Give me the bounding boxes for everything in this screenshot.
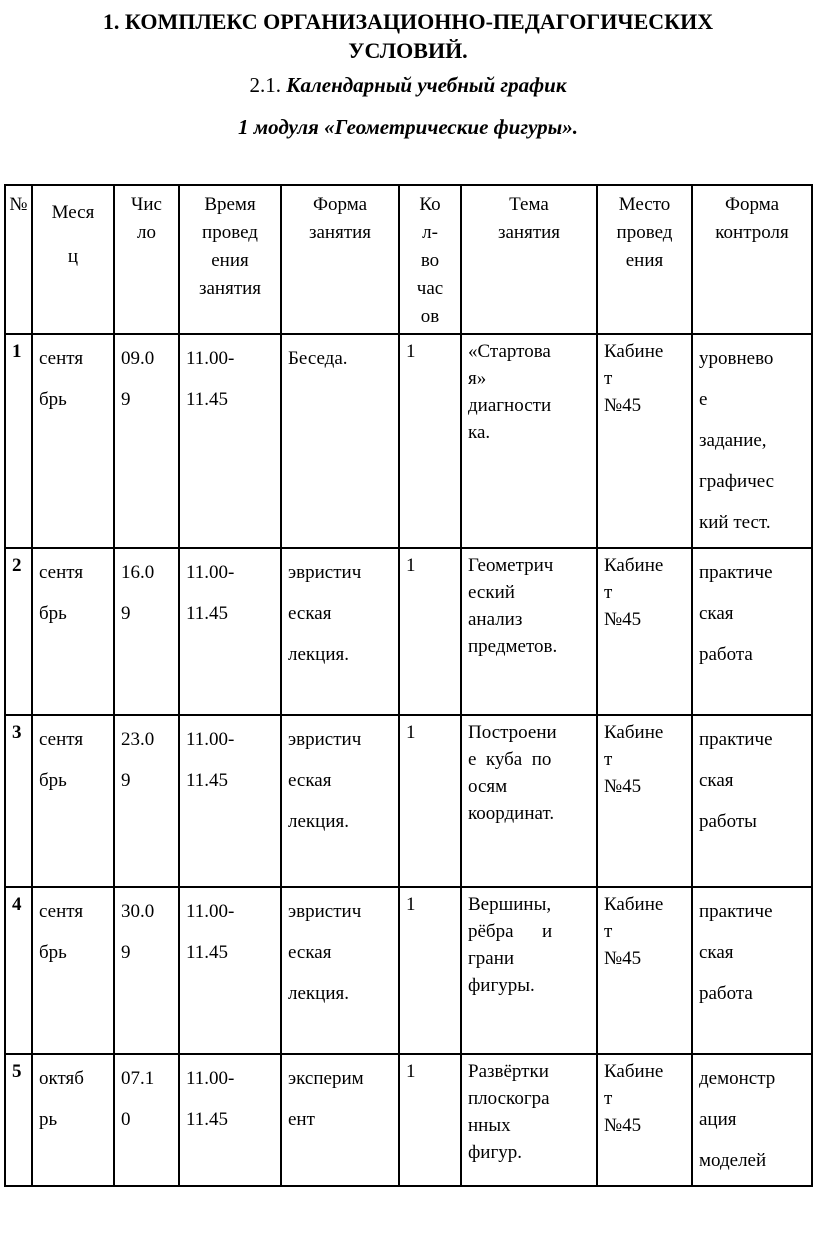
- cell-time: 11.00- 11.45: [178, 333, 282, 549]
- cell-control-form: уровнево е задание, графичес кий тест.: [691, 333, 813, 549]
- cell-lesson-form: Беседа.: [280, 333, 400, 549]
- table-row: 4 сентя брь 30.0 9 11.00- 11.45 эвристич…: [4, 886, 813, 1055]
- cell-topic: Вершины, рёбра и грани фигуры.: [460, 886, 598, 1055]
- cell-control-form: практиче ская работа: [691, 886, 813, 1055]
- cell-date: 23.0 9: [113, 714, 180, 888]
- cell-lesson-form: эвристич еская лекция.: [280, 886, 400, 1055]
- table-row: 5 октяб рь 07.1 0 11.00- 11.45 эксперим …: [4, 1053, 813, 1187]
- cell-control-form: практиче ская работы: [691, 714, 813, 888]
- header-time: Время провед ения занятия: [178, 184, 282, 335]
- header-date: Чис ло: [113, 184, 180, 335]
- schedule-table: № Меся ц Чис ло Время провед ения заняти…: [4, 184, 813, 1187]
- cell-control-form: демонстр ация моделей: [691, 1053, 813, 1187]
- cell-time: 11.00- 11.45: [178, 714, 282, 888]
- cell-hours: 1: [398, 333, 462, 549]
- section-subtitle: 2.1. Календарный учебный график: [0, 72, 816, 98]
- cell-topic: Геометрич еский анализ предметов.: [460, 547, 598, 716]
- section-number: 2.1.: [249, 73, 287, 97]
- module-subtitle: 1 модуля «Геометрические фигуры».: [238, 115, 578, 139]
- header-topic: Тема занятия: [460, 184, 598, 335]
- cell-row-number: 4: [4, 886, 33, 1055]
- cell-hours: 1: [398, 714, 462, 888]
- cell-topic: Построени е куба по осям координат.: [460, 714, 598, 888]
- cell-month: сентя брь: [31, 886, 115, 1055]
- cell-hours: 1: [398, 1053, 462, 1187]
- section-title-text: Календарный учебный график: [286, 73, 567, 97]
- cell-topic: «Стартова я» диагности ка.: [460, 333, 598, 549]
- cell-lesson-form: эвристич еская лекция.: [280, 547, 400, 716]
- cell-row-number: 1: [4, 333, 33, 549]
- cell-hours: 1: [398, 547, 462, 716]
- header-venue: Место провед ения: [596, 184, 693, 335]
- cell-date: 16.0 9: [113, 547, 180, 716]
- table-row: 3 сентя брь 23.0 9 11.00- 11.45 эвристич…: [4, 714, 813, 888]
- header-number: №: [4, 184, 33, 335]
- header-control-form: Форма контроля: [691, 184, 813, 335]
- cell-row-number: 5: [4, 1053, 33, 1187]
- cell-venue: Кабине т №45: [596, 886, 693, 1055]
- cell-control-form: практиче ская работа: [691, 547, 813, 716]
- cell-venue: Кабине т №45: [596, 547, 693, 716]
- page-title: 1. КОМПЛЕКС ОРГАНИЗАЦИОННО-ПЕДАГОГИЧЕСКИ…: [102, 9, 714, 63]
- cell-topic: Развёртки плоскогра нных фигур.: [460, 1053, 598, 1187]
- table-row: 1 сентя брь 09.0 9 11.00- 11.45 Беседа. …: [4, 333, 813, 549]
- cell-venue: Кабине т №45: [596, 714, 693, 888]
- cell-month: октяб рь: [31, 1053, 115, 1187]
- document-header: 1. КОМПЛЕКС ОРГАНИЗАЦИОННО-ПЕДАГОГИЧЕСКИ…: [0, 0, 816, 140]
- table-row: 2 сентя брь 16.0 9 11.00- 11.45 эвристич…: [4, 547, 813, 716]
- cell-row-number: 2: [4, 547, 33, 716]
- cell-time: 11.00- 11.45: [178, 886, 282, 1055]
- header-lesson-form: Форма занятия: [280, 184, 400, 335]
- cell-venue: Кабине т №45: [596, 333, 693, 549]
- cell-date: 30.0 9: [113, 886, 180, 1055]
- cell-time: 11.00- 11.45: [178, 547, 282, 716]
- cell-hours: 1: [398, 886, 462, 1055]
- header-row: № Меся ц Чис ло Время провед ения заняти…: [4, 184, 813, 335]
- cell-month: сентя брь: [31, 547, 115, 716]
- cell-row-number: 3: [4, 714, 33, 888]
- cell-month: сентя брь: [31, 333, 115, 549]
- cell-date: 09.0 9: [113, 333, 180, 549]
- cell-lesson-form: эвристич еская лекция.: [280, 714, 400, 888]
- cell-lesson-form: эксперим ент: [280, 1053, 400, 1187]
- cell-time: 11.00- 11.45: [178, 1053, 282, 1187]
- cell-date: 07.1 0: [113, 1053, 180, 1187]
- cell-month: сентя брь: [31, 714, 115, 888]
- cell-venue: Кабине т №45: [596, 1053, 693, 1187]
- header-hours: Ко л- во час ов: [398, 184, 462, 335]
- header-month: Меся ц: [31, 184, 115, 335]
